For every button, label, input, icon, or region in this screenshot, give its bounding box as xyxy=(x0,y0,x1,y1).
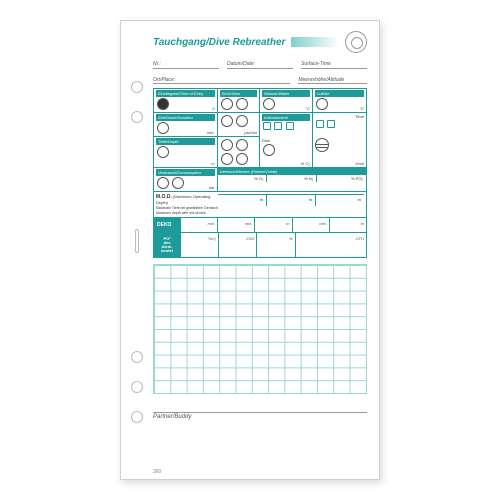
profile-grid[interactable] xyxy=(153,264,367,394)
visibility-icon xyxy=(221,115,233,127)
label-po2: PO² des Atem- beutel xyxy=(154,233,180,257)
unit-degc: °C xyxy=(305,106,310,111)
dive-icon xyxy=(263,144,275,156)
field-place[interactable]: Ort/Place: xyxy=(153,77,290,84)
cell-po2[interactable]: % PO₂ xyxy=(316,175,366,182)
checkbox[interactable] xyxy=(316,120,324,128)
visibility-icon xyxy=(221,98,233,110)
face-icon xyxy=(221,139,233,151)
place-row: Ort/Place: Meereshöhe/Altitude xyxy=(153,77,367,84)
wave-icon xyxy=(315,138,329,152)
unit-litmin: l/min xyxy=(356,161,364,166)
page-title: Tauchgang/Dive Rebreather xyxy=(153,37,285,48)
thermometer-icon xyxy=(263,98,275,110)
visibility-icon xyxy=(236,98,248,110)
label-air: Luft/Air xyxy=(315,90,364,97)
label-duration: Zeit/Dauer/Duration xyxy=(156,114,215,121)
checkbox[interactable] xyxy=(263,122,271,130)
dive-log-page: Tauchgang/Dive Rebreather Nr.: Datum/Dat… xyxy=(120,20,380,480)
binder-hole xyxy=(131,411,143,423)
po2-sub: beutel xyxy=(161,249,173,253)
field-nr[interactable]: Nr.: xyxy=(153,61,219,69)
po2-o2[interactable]: %O₂ xyxy=(180,233,218,257)
unit-o2: % O₂ xyxy=(301,161,310,166)
unit-psi: psi/min xyxy=(244,130,257,135)
mod-l1: Maximale Tiefe bei gewähltem Gemisch xyxy=(156,206,218,210)
cell-n2[interactable]: % N₂ xyxy=(266,175,316,182)
visibility-icon xyxy=(236,115,248,127)
page-number: 360 xyxy=(153,469,161,475)
mod-l2: Maximum depth with mix-choice xyxy=(156,211,206,215)
field-date[interactable]: Datum/Date: xyxy=(227,61,293,69)
unit-bar: bar xyxy=(209,185,215,190)
label-deko: DEKO xyxy=(154,218,180,232)
diver-profile-icon xyxy=(345,31,367,53)
face-icon xyxy=(236,153,248,165)
deko-min[interactable]: min. xyxy=(217,218,254,232)
thermometer-icon xyxy=(316,98,328,110)
po2-cns[interactable]: CNS xyxy=(218,233,256,257)
clock-icon xyxy=(157,98,169,110)
label-time: Time xyxy=(315,114,364,119)
label-dive: Dive xyxy=(262,138,310,143)
cell-m[interactable]: m xyxy=(218,194,266,206)
field-surface-time[interactable]: Surface-Time xyxy=(301,61,367,69)
deko-row: DEKO min. min. m min. m xyxy=(153,218,367,233)
label-water: Wasser/Water xyxy=(262,90,310,97)
checkbox[interactable] xyxy=(274,122,282,130)
po2-row: PO² des Atem- beutel %O₂ CNS % OTU xyxy=(153,233,367,258)
unit-m: m xyxy=(211,161,214,166)
cell-m[interactable]: m xyxy=(315,194,364,206)
label-calcdust: Kalkstandzeit xyxy=(262,114,310,121)
po2-otu[interactable]: OTU xyxy=(295,233,366,257)
deko-m[interactable]: m xyxy=(254,218,291,232)
label-entry: Einstiegzeit/Time of Entry xyxy=(156,90,215,97)
binder-hole xyxy=(131,81,143,93)
unit-min: min. xyxy=(207,130,215,135)
unit-h: h xyxy=(212,106,214,111)
label-visibility: Sicht/View xyxy=(220,90,257,97)
unit-degc: °C xyxy=(359,106,364,111)
label-depth: Tiefe/Depth xyxy=(156,138,215,145)
binder-hole xyxy=(131,111,143,123)
binder-clip-slot xyxy=(135,229,139,253)
meta-row: Nr.: Datum/Date: Surface-Time xyxy=(153,61,367,69)
face-icon xyxy=(236,139,248,151)
checkbox[interactable] xyxy=(327,120,335,128)
label-consumption: Verbrauch/Consumption xyxy=(156,169,215,176)
deko-min[interactable]: min. xyxy=(292,218,329,232)
title-gradient xyxy=(291,37,339,47)
deko-min[interactable]: min. xyxy=(180,218,217,232)
tank-icon xyxy=(172,177,184,189)
binder-hole xyxy=(131,381,143,393)
deko-m[interactable]: m xyxy=(329,218,366,232)
checkbox[interactable] xyxy=(286,122,294,130)
main-data-box: Einstiegzeit/Time of Entry h Sicht/View … xyxy=(153,88,367,218)
cell-o2[interactable]: % O₂ xyxy=(218,175,267,182)
label-mixture: Gemisch/Mixture (Diluent/Oxide) xyxy=(218,168,366,175)
title-row: Tauchgang/Dive Rebreather xyxy=(153,31,367,53)
face-icon xyxy=(221,153,233,165)
tank-icon xyxy=(157,177,169,189)
field-altitude[interactable]: Meereshöhe/Altitude xyxy=(298,77,367,84)
binder-hole xyxy=(131,351,143,363)
po2-pct[interactable]: % xyxy=(256,233,294,257)
timer-icon xyxy=(157,122,169,134)
depth-icon xyxy=(157,146,169,158)
cell-m[interactable]: m xyxy=(266,194,315,206)
field-partner[interactable]: Partner/Buddy xyxy=(153,412,367,420)
